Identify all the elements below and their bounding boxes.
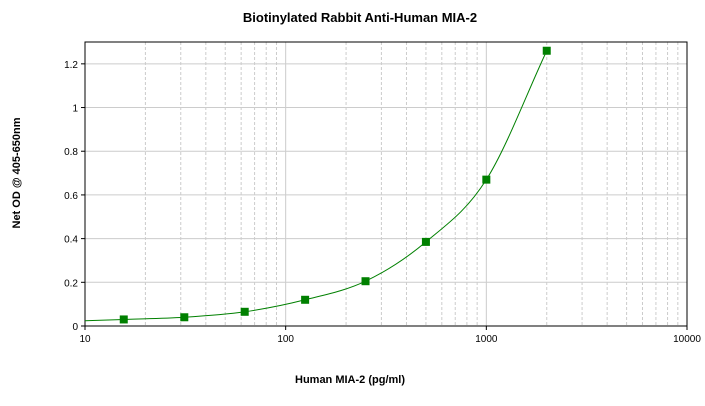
y-tick-label: 0.2 xyxy=(64,278,78,289)
plot-area xyxy=(84,41,688,327)
y-tick-label: 0.8 xyxy=(64,147,78,158)
x-tick-label: 100 xyxy=(277,334,294,345)
y-tick-label: 1 xyxy=(72,104,78,115)
y-axis-label: Net OD @ 405-650nm xyxy=(11,117,23,228)
data-point xyxy=(301,295,310,304)
x-tick-label: 10000 xyxy=(673,334,701,345)
x-tick-label: 10 xyxy=(79,334,91,345)
chart-title: Biotinylated Rabbit Anti-Human MIA-2 xyxy=(243,10,477,25)
grid xyxy=(85,42,687,326)
y-tick-label: 1.2 xyxy=(64,60,78,71)
y-tick-label: 0.6 xyxy=(64,191,78,202)
data-point xyxy=(421,237,430,246)
data-points xyxy=(119,46,551,324)
y-tick-label: 0.4 xyxy=(64,235,78,246)
x-axis-label: Human MIA-2 (pg/ml) xyxy=(295,374,405,386)
axis-ticks: 10 100 1000 10000 0 0.2 0.4 0.6 0.8 1 1.2 xyxy=(64,60,701,345)
data-point xyxy=(180,313,189,322)
data-point xyxy=(482,175,491,184)
data-point xyxy=(119,315,128,324)
fit-curve xyxy=(84,50,548,322)
data-point xyxy=(240,307,249,316)
y-tick-label: 0 xyxy=(72,322,78,333)
x-tick-label: 1000 xyxy=(475,334,498,345)
data-point xyxy=(542,46,551,55)
data-point xyxy=(361,277,370,286)
